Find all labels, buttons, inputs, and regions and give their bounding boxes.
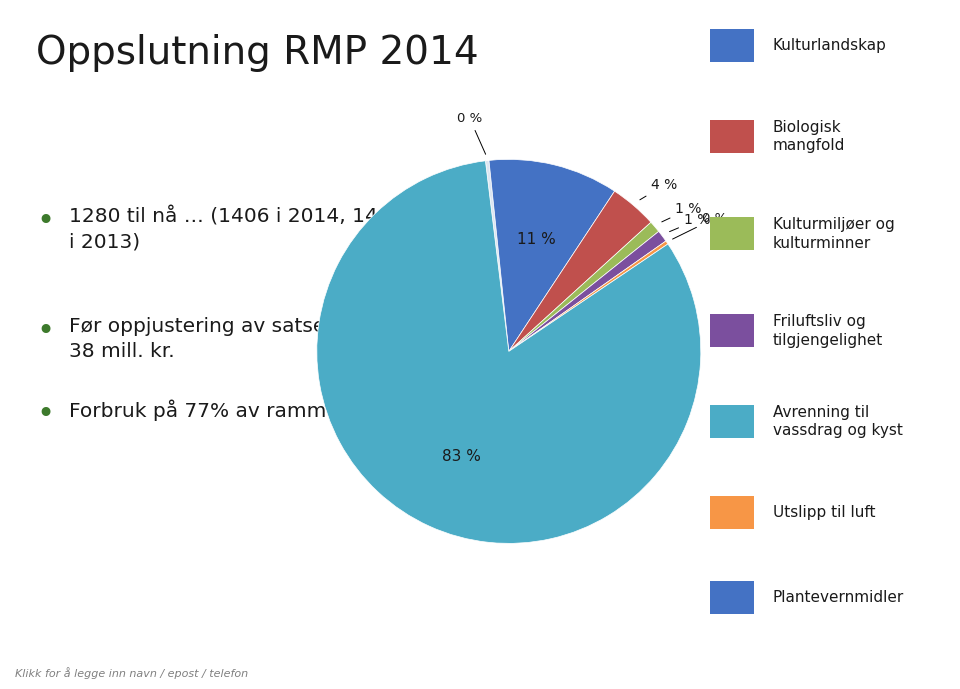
Text: Kulturlandskap: Kulturlandskap [773,39,887,53]
Wedge shape [509,191,651,351]
Text: •: • [36,317,55,346]
Text: 11 %: 11 % [516,232,556,247]
FancyBboxPatch shape [710,314,754,347]
Text: Kulturmiljøer og
kulturminner: Kulturmiljøer og kulturminner [773,217,895,251]
Text: Oppslutning RMP 2014: Oppslutning RMP 2014 [36,34,479,72]
FancyBboxPatch shape [710,405,754,438]
Text: 1 %: 1 % [661,203,702,222]
Text: Utslipp til luft: Utslipp til luft [773,505,876,520]
Text: •: • [36,400,55,429]
Text: Klikk for å legge inn navn / epost / telefon: Klikk for å legge inn navn / epost / tel… [14,667,248,679]
Wedge shape [509,241,668,351]
FancyBboxPatch shape [710,581,754,614]
FancyBboxPatch shape [710,120,754,154]
FancyBboxPatch shape [710,29,754,63]
Wedge shape [317,161,701,544]
FancyBboxPatch shape [710,217,754,250]
Text: 1 %: 1 % [669,213,710,232]
Wedge shape [489,159,614,351]
Text: Forbruk på 77% av rammen: Forbruk på 77% av rammen [69,400,352,421]
Wedge shape [509,232,666,351]
Text: Biologisk
mangfold: Biologisk mangfold [773,120,845,154]
Text: Friluftsliv og
tilgjengelighet: Friluftsliv og tilgjengelighet [773,314,883,347]
Text: 0 %: 0 % [673,212,727,239]
Text: 1280 til nå … (1406 i 2014, 1485
i 2013): 1280 til nå … (1406 i 2014, 1485 i 2013) [69,207,404,251]
Text: Plantevernmidler: Plantevernmidler [773,590,904,605]
Text: 4 %: 4 % [640,178,678,200]
Text: •: • [36,207,55,236]
FancyBboxPatch shape [710,496,754,529]
Text: 0 %: 0 % [457,112,486,154]
Text: Avrenning til
vassdrag og kyst: Avrenning til vassdrag og kyst [773,405,902,438]
Wedge shape [486,161,509,351]
Wedge shape [509,223,659,351]
Text: Før oppjustering av satsene: ca
38 mill. kr.: Før oppjustering av satsene: ca 38 mill.… [69,317,388,361]
Text: 83 %: 83 % [442,449,481,464]
